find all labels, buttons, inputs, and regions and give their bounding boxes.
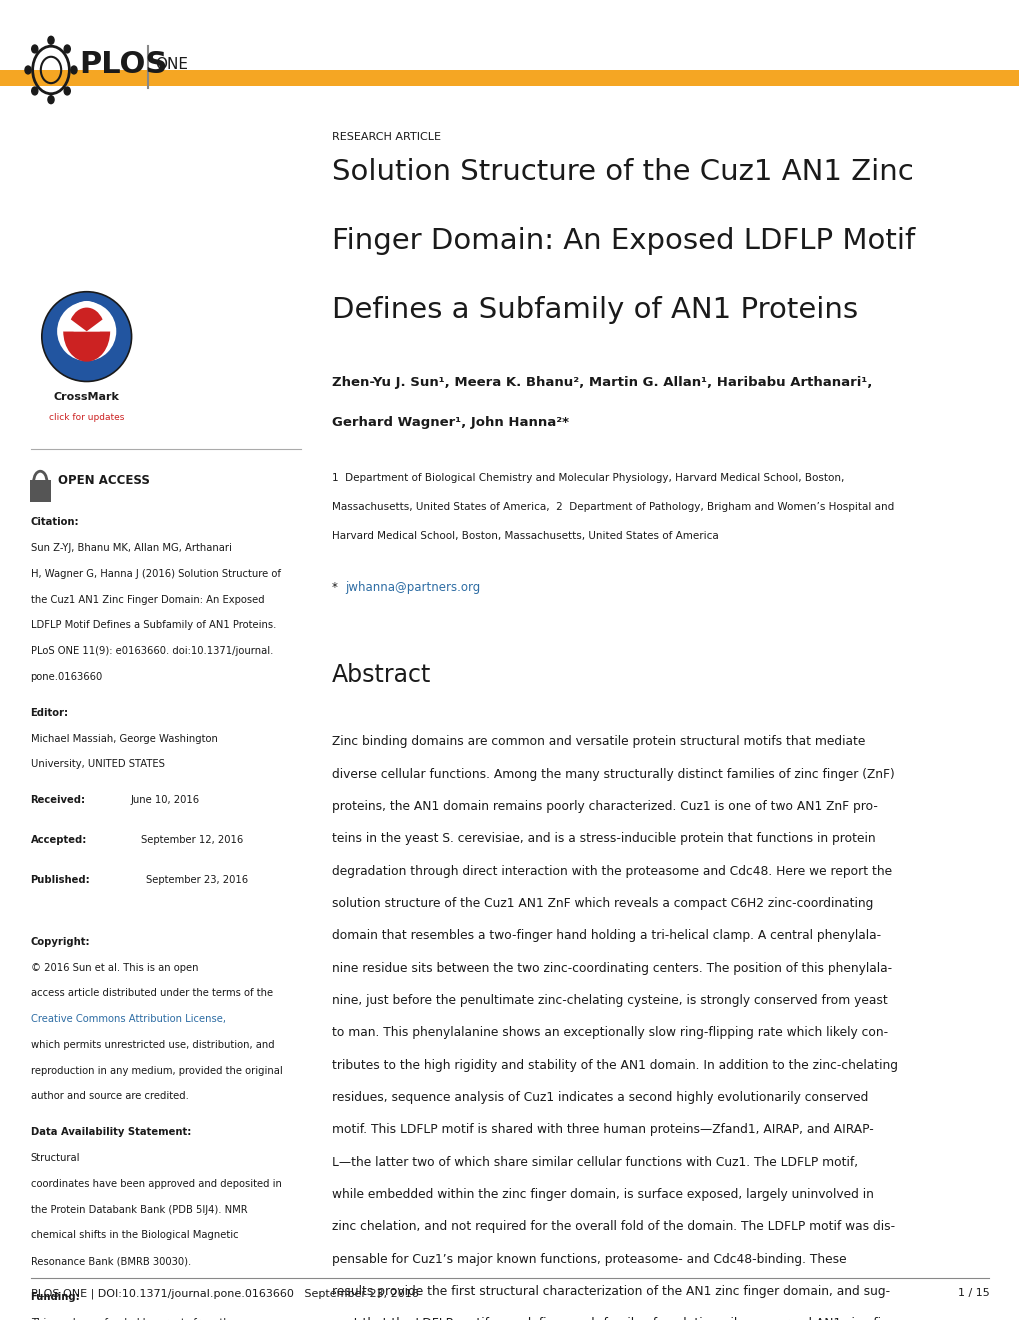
Text: pone.0163660: pone.0163660 — [31, 672, 103, 682]
Text: while embedded within the zinc finger domain, is surface exposed, largely uninvo: while embedded within the zinc finger do… — [331, 1188, 872, 1201]
Circle shape — [64, 45, 70, 53]
Text: zinc chelation, and not required for the overall fold of the domain. The LDFLP m: zinc chelation, and not required for the… — [331, 1220, 894, 1233]
Text: PLOS ONE | DOI:10.1371/journal.pone.0163660   September 23, 2016: PLOS ONE | DOI:10.1371/journal.pone.0163… — [31, 1288, 418, 1299]
Text: author and source are credited.: author and source are credited. — [31, 1092, 189, 1101]
Text: pensable for Cuz1’s major known functions, proteasome- and Cdc48-binding. These: pensable for Cuz1’s major known function… — [331, 1253, 846, 1266]
Circle shape — [32, 87, 38, 95]
Text: Zinc binding domains are common and versatile protein structural motifs that med: Zinc binding domains are common and vers… — [331, 735, 864, 748]
Text: reproduction in any medium, provided the original: reproduction in any medium, provided the… — [31, 1065, 282, 1076]
Text: Massachusetts, United States of America,  2  Department of Pathology, Brigham an: Massachusetts, United States of America,… — [331, 502, 893, 512]
Text: solution structure of the Cuz1 AN1 ZnF which reveals a compact C6H2 zinc-coordin: solution structure of the Cuz1 AN1 ZnF w… — [331, 898, 872, 909]
Text: Accepted:: Accepted: — [31, 836, 87, 845]
Text: *: * — [331, 581, 340, 594]
Text: This work was funded by grants from the: This work was funded by grants from the — [31, 1317, 235, 1320]
Circle shape — [48, 37, 54, 45]
Text: Copyright:: Copyright: — [31, 937, 90, 946]
Text: Abstract: Abstract — [331, 663, 430, 686]
Text: the Protein Databank Bank (PDB 5IJ4). NMR: the Protein Databank Bank (PDB 5IJ4). NM… — [31, 1205, 247, 1214]
Text: RESEARCH ARTICLE: RESEARCH ARTICLE — [331, 132, 440, 143]
Wedge shape — [63, 331, 110, 362]
Text: H, Wagner G, Hanna J (2016) Solution Structure of: H, Wagner G, Hanna J (2016) Solution Str… — [31, 569, 280, 579]
Text: Published:: Published: — [31, 875, 91, 886]
Text: nine, just before the penultimate zinc-chelating cysteine, is strongly conserved: nine, just before the penultimate zinc-c… — [331, 994, 887, 1007]
Text: teins in the yeast S. cerevisiae, and is a stress-inducible protein that functio: teins in the yeast S. cerevisiae, and is… — [331, 832, 874, 845]
Text: OPEN ACCESS: OPEN ACCESS — [58, 474, 150, 487]
Text: motif. This LDFLP motif is shared with three human proteins—Zfand1, AIRAP, and A: motif. This LDFLP motif is shared with t… — [331, 1123, 872, 1137]
Text: Editor:: Editor: — [31, 708, 68, 718]
Text: nine residue sits between the two zinc-coordinating centers. The position of thi: nine residue sits between the two zinc-c… — [331, 961, 891, 974]
Text: coordinates have been approved and deposited in: coordinates have been approved and depos… — [31, 1179, 281, 1189]
Text: Zhen-Yu J. Sun¹, Meera K. Bhanu², Martin G. Allan¹, Haribabu Arthanari¹,: Zhen-Yu J. Sun¹, Meera K. Bhanu², Martin… — [331, 376, 871, 389]
Text: chemical shifts in the Biological Magnetic: chemical shifts in the Biological Magnet… — [31, 1230, 238, 1241]
Circle shape — [25, 66, 32, 74]
Text: ONE: ONE — [155, 57, 187, 73]
Text: PLoS ONE 11(9): e0163660. doi:10.1371/journal.: PLoS ONE 11(9): e0163660. doi:10.1371/jo… — [31, 647, 273, 656]
Text: Michael Massiah, George Washington: Michael Massiah, George Washington — [31, 734, 217, 743]
Text: to man. This phenylalanine shows an exceptionally slow ring-flipping rate which : to man. This phenylalanine shows an exce… — [331, 1026, 887, 1039]
Text: Sun Z-YJ, Bhanu MK, Allan MG, Arthanari: Sun Z-YJ, Bhanu MK, Allan MG, Arthanari — [31, 544, 231, 553]
Text: University, UNITED STATES: University, UNITED STATES — [31, 759, 164, 770]
Circle shape — [48, 96, 54, 104]
Wedge shape — [70, 308, 103, 331]
Text: which permits unrestricted use, distribution, and: which permits unrestricted use, distribu… — [31, 1040, 274, 1049]
Text: Gerhard Wagner¹, John Hanna²*: Gerhard Wagner¹, John Hanna²* — [331, 416, 568, 429]
Text: © 2016 Sun et al. This is an open: © 2016 Sun et al. This is an open — [31, 962, 198, 973]
Text: September 12, 2016: September 12, 2016 — [141, 836, 243, 845]
Circle shape — [64, 87, 70, 95]
Circle shape — [32, 45, 38, 53]
Text: degradation through direct interaction with the proteasome and Cdc48. Here we re: degradation through direct interaction w… — [331, 865, 891, 878]
Text: proteins, the AN1 domain remains poorly characterized. Cuz1 is one of two AN1 Zn: proteins, the AN1 domain remains poorly … — [331, 800, 876, 813]
Polygon shape — [73, 310, 100, 331]
Text: Resonance Bank (BMRB 30030).: Resonance Bank (BMRB 30030). — [31, 1257, 191, 1266]
Text: tributes to the high rigidity and stability of the AN1 domain. In addition to th: tributes to the high rigidity and stabil… — [331, 1059, 897, 1072]
Text: results provide the first structural characterization of the AN1 zinc finger dom: results provide the first structural cha… — [331, 1286, 889, 1298]
Text: Finger Domain: An Exposed LDFLP Motif: Finger Domain: An Exposed LDFLP Motif — [331, 227, 914, 255]
Text: Defines a Subfamily of AN1 Proteins: Defines a Subfamily of AN1 Proteins — [331, 296, 857, 323]
Text: access article distributed under the terms of the: access article distributed under the ter… — [31, 989, 272, 998]
Wedge shape — [63, 301, 110, 331]
Text: the Cuz1 AN1 Zinc Finger Domain: An Exposed: the Cuz1 AN1 Zinc Finger Domain: An Expo… — [31, 594, 264, 605]
Text: September 23, 2016: September 23, 2016 — [146, 875, 248, 886]
FancyBboxPatch shape — [30, 480, 51, 502]
Text: Structural: Structural — [31, 1154, 81, 1163]
FancyBboxPatch shape — [0, 70, 1019, 86]
Text: Creative Commons Attribution License,: Creative Commons Attribution License, — [31, 1014, 225, 1024]
Text: 1  Department of Biological Chemistry and Molecular Physiology, Harvard Medical : 1 Department of Biological Chemistry and… — [331, 473, 843, 483]
Text: Citation:: Citation: — [31, 517, 79, 528]
Text: Harvard Medical School, Boston, Massachusetts, United States of America: Harvard Medical School, Boston, Massachu… — [331, 531, 717, 541]
Text: click for updates: click for updates — [49, 413, 124, 422]
Text: domain that resembles a two-finger hand holding a tri-helical clamp. A central p: domain that resembles a two-finger hand … — [331, 929, 879, 942]
Text: jwhanna@partners.org: jwhanna@partners.org — [344, 581, 480, 594]
Text: Received:: Received: — [31, 796, 86, 805]
Text: Funding:: Funding: — [31, 1292, 81, 1303]
Text: L—the latter two of which share similar cellular functions with Cuz1. The LDFLP : L—the latter two of which share similar … — [331, 1156, 857, 1168]
Text: 1 / 15: 1 / 15 — [957, 1288, 988, 1299]
Text: Solution Structure of the Cuz1 AN1 Zinc: Solution Structure of the Cuz1 AN1 Zinc — [331, 158, 912, 186]
Circle shape — [71, 66, 77, 74]
Text: diverse cellular functions. Among the many structurally distinct families of zin: diverse cellular functions. Among the ma… — [331, 767, 894, 780]
Text: CrossMark: CrossMark — [54, 392, 119, 403]
Text: Data Availability Statement:: Data Availability Statement: — [31, 1127, 191, 1138]
Ellipse shape — [42, 292, 131, 381]
Text: LDFLP Motif Defines a Subfamily of AN1 Proteins.: LDFLP Motif Defines a Subfamily of AN1 P… — [31, 620, 276, 631]
Text: residues, sequence analysis of Cuz1 indicates a second highly evolutionarily con: residues, sequence analysis of Cuz1 indi… — [331, 1090, 867, 1104]
Text: June 10, 2016: June 10, 2016 — [130, 796, 200, 805]
Text: PLOS: PLOS — [79, 50, 168, 79]
Ellipse shape — [57, 302, 116, 362]
Text: gest that the LDFLP motif may define a sub-family of evolutionarily conserved AN: gest that the LDFLP motif may define a s… — [331, 1317, 892, 1320]
